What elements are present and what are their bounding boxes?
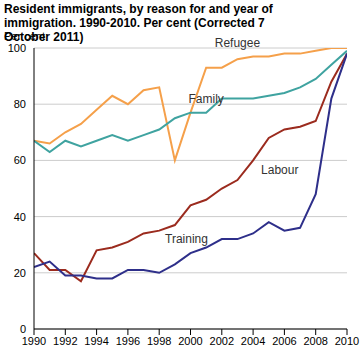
svg-text:Refugee: Refugee (215, 36, 261, 50)
svg-text:1994: 1994 (84, 335, 108, 347)
svg-text:40: 40 (14, 211, 26, 223)
svg-text:20: 20 (14, 267, 26, 279)
svg-text:Labour: Labour (261, 163, 298, 177)
svg-text:2010: 2010 (335, 335, 352, 347)
svg-text:2002: 2002 (210, 335, 234, 347)
svg-text:1998: 1998 (147, 335, 171, 347)
svg-text:Training: Training (165, 232, 208, 246)
svg-text:1992: 1992 (53, 335, 77, 347)
svg-text:2004: 2004 (241, 335, 265, 347)
svg-text:2008: 2008 (303, 335, 327, 347)
svg-text:100: 100 (8, 42, 26, 54)
svg-text:80: 80 (14, 98, 26, 110)
svg-text:60: 60 (14, 154, 26, 166)
svg-text:2006: 2006 (272, 335, 296, 347)
svg-text:1996: 1996 (116, 335, 140, 347)
svg-text:Family: Family (188, 92, 223, 106)
svg-text:0: 0 (20, 323, 26, 335)
svg-text:1990: 1990 (22, 335, 46, 347)
svg-text:2000: 2000 (178, 335, 202, 347)
